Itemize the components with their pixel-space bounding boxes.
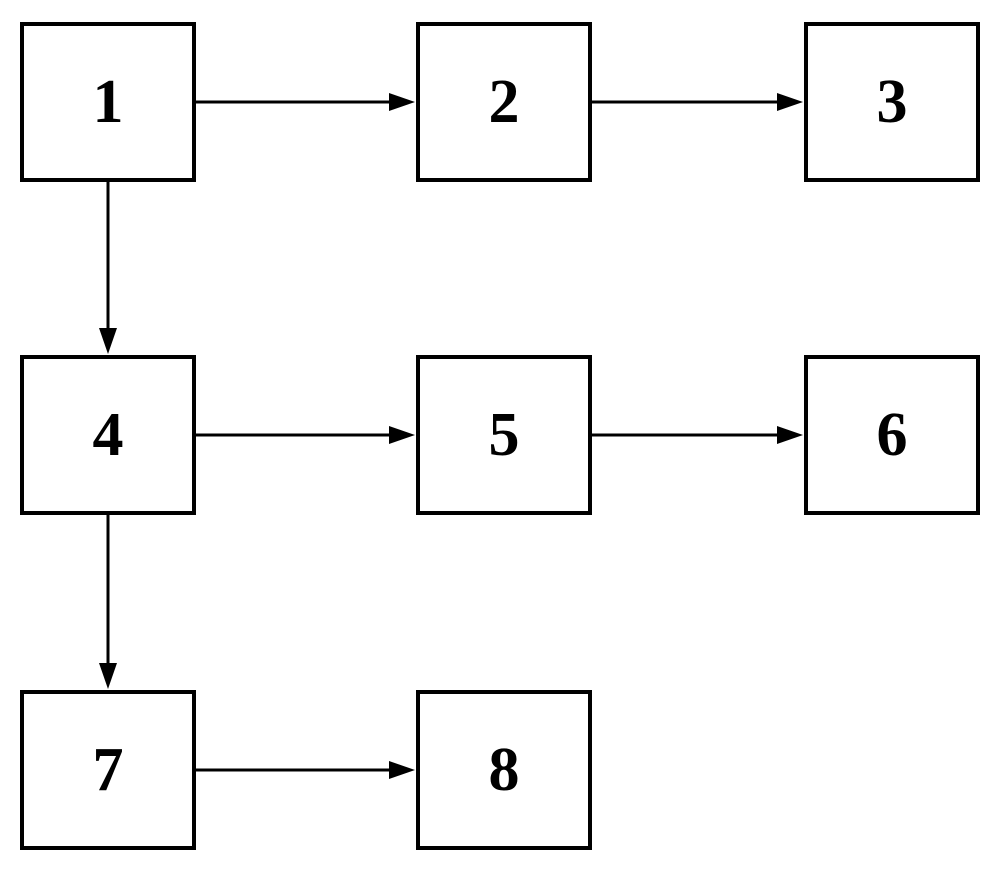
node-6: 6 [804,355,980,515]
diagram-canvas: 1 2 3 4 5 6 7 8 [0,0,1000,881]
node-label: 5 [489,400,520,471]
node-3: 3 [804,22,980,182]
node-1: 1 [20,22,196,182]
arrow-head-icon [389,761,415,779]
arrow-head-icon [389,426,415,444]
node-2: 2 [416,22,592,182]
node-label: 8 [489,735,520,806]
arrow-head-icon [777,93,803,111]
node-label: 7 [93,735,124,806]
node-8: 8 [416,690,592,850]
node-label: 3 [877,67,908,138]
arrow-head-icon [99,328,117,354]
node-7: 7 [20,690,196,850]
arrow-head-icon [389,93,415,111]
node-5: 5 [416,355,592,515]
node-label: 2 [489,67,520,138]
node-label: 4 [93,400,124,471]
arrow-head-icon [777,426,803,444]
node-4: 4 [20,355,196,515]
node-label: 6 [877,400,908,471]
arrow-head-icon [99,663,117,689]
node-label: 1 [93,67,124,138]
